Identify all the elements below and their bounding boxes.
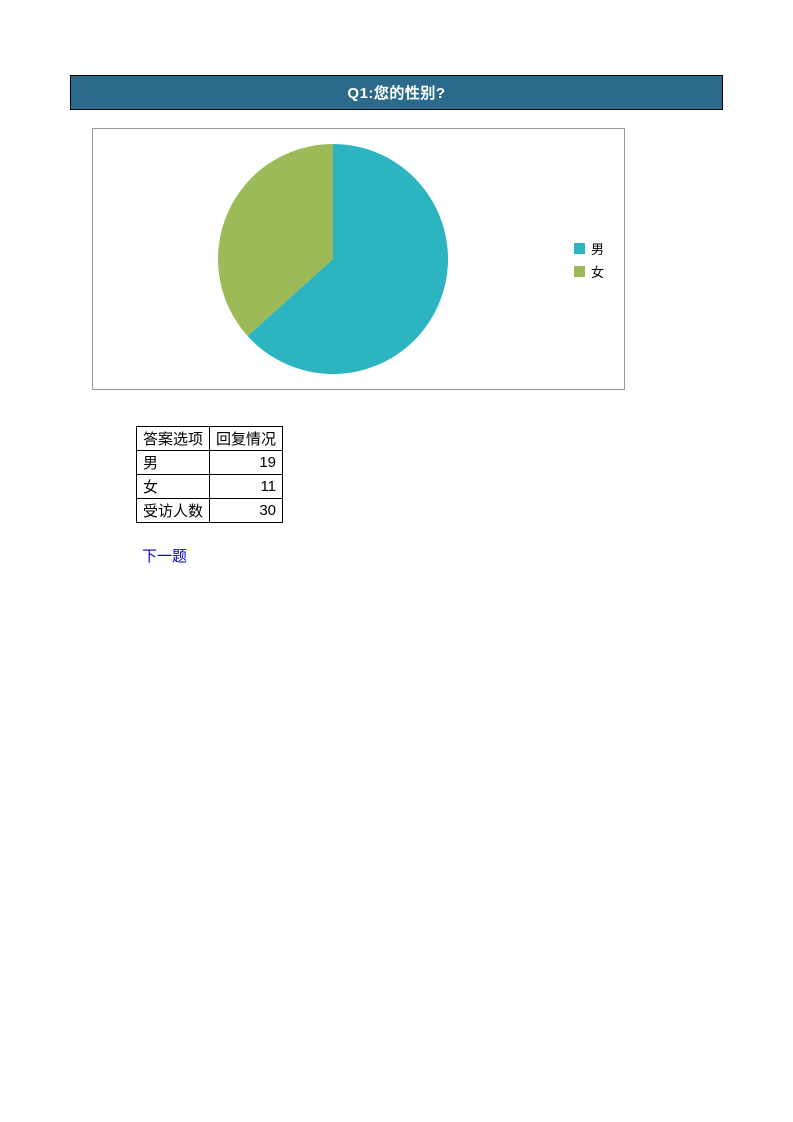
row-label: 男 [137, 451, 210, 475]
pie-chart [218, 144, 448, 374]
row-value: 19 [210, 451, 283, 475]
legend-label: 男 [591, 239, 604, 258]
header-count: 回复情况 [210, 427, 283, 451]
legend-swatch [574, 243, 585, 254]
question-title: Q1:您的性别? [70, 75, 723, 110]
legend-swatch [574, 266, 585, 277]
table-row: 男19 [137, 451, 283, 475]
legend-item: 男 [574, 239, 604, 258]
legend-label: 女 [591, 262, 604, 281]
table-row: 女11 [137, 475, 283, 499]
chart-legend: 男女 [574, 239, 604, 285]
table-header-row: 答案选项 回复情况 [137, 427, 283, 451]
row-label: 女 [137, 475, 210, 499]
total-value: 30 [210, 499, 283, 523]
total-label: 受访人数 [137, 499, 210, 523]
row-value: 11 [210, 475, 283, 499]
header-option: 答案选项 [137, 427, 210, 451]
pie-chart-container: 男女 [92, 128, 625, 390]
table-total-row: 受访人数 30 [137, 499, 283, 523]
legend-item: 女 [574, 262, 604, 281]
next-question-link[interactable]: 下一题 [142, 545, 723, 566]
results-table: 答案选项 回复情况 男19女11 受访人数 30 [136, 426, 283, 523]
